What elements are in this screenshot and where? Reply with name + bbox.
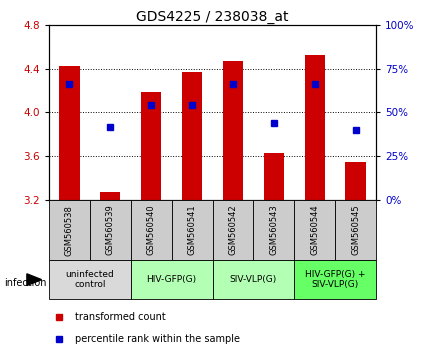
Bar: [49, 200, 90, 260]
Bar: [305, 56, 325, 200]
Bar: [264, 153, 284, 200]
Text: GSM560538: GSM560538: [65, 205, 74, 256]
Bar: [182, 72, 202, 200]
Bar: [131, 260, 212, 299]
Bar: [335, 200, 376, 260]
Bar: [172, 200, 212, 260]
Bar: [346, 162, 366, 200]
Text: SIV-VLP(G): SIV-VLP(G): [230, 275, 277, 284]
Text: percentile rank within the sample: percentile rank within the sample: [75, 334, 240, 344]
Text: HIV-GFP(G) +
SIV-VLP(G): HIV-GFP(G) + SIV-VLP(G): [305, 270, 366, 289]
Bar: [212, 200, 253, 260]
Text: GSM560540: GSM560540: [147, 205, 156, 256]
Bar: [49, 260, 131, 299]
Bar: [141, 92, 162, 200]
Bar: [294, 200, 335, 260]
Bar: [212, 260, 294, 299]
Text: GSM560541: GSM560541: [187, 205, 196, 256]
Text: HIV-GFP(G): HIV-GFP(G): [147, 275, 197, 284]
Bar: [100, 192, 120, 200]
Bar: [131, 200, 172, 260]
Bar: [294, 260, 376, 299]
Bar: [90, 200, 131, 260]
Text: GSM560539: GSM560539: [106, 205, 115, 256]
Text: infection: infection: [4, 278, 47, 288]
Text: GSM560543: GSM560543: [269, 205, 278, 256]
Text: GSM560544: GSM560544: [310, 205, 319, 256]
Bar: [253, 200, 294, 260]
Polygon shape: [27, 274, 42, 285]
Text: uninfected
control: uninfected control: [65, 270, 114, 289]
Bar: [223, 61, 243, 200]
Text: transformed count: transformed count: [75, 312, 166, 322]
Text: GSM560542: GSM560542: [229, 205, 238, 256]
Text: GSM560545: GSM560545: [351, 205, 360, 256]
Title: GDS4225 / 238038_at: GDS4225 / 238038_at: [136, 10, 289, 24]
Bar: [59, 67, 79, 200]
